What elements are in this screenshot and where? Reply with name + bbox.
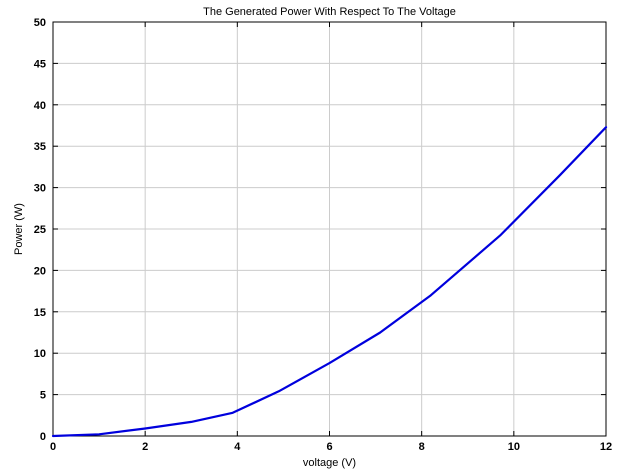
x-tick-label: 10 <box>508 441 520 453</box>
y-tick-label: 50 <box>34 17 46 29</box>
y-tick-label: 15 <box>34 307 46 319</box>
series-layer <box>51 126 608 438</box>
x-tick-label: 4 <box>234 441 241 453</box>
y-tick-label: 35 <box>34 141 46 153</box>
ticks: 0 2 4 6 8 10 12 0 5 10 15 20 25 30 35 40 45 50 <box>34 17 612 453</box>
x-tick-label: 6 <box>326 441 332 453</box>
grid-lines <box>53 22 606 436</box>
x-tick-label: 8 <box>419 441 425 453</box>
y-tick-label: 45 <box>34 58 46 70</box>
y-tick-label: 10 <box>34 348 46 360</box>
x-tick-label: 0 <box>50 441 56 453</box>
series-line-0 <box>51 126 608 438</box>
y-tick-label: 20 <box>34 265 46 277</box>
x-tick-label: 12 <box>600 441 612 453</box>
x-tick-label: 2 <box>142 441 148 453</box>
y-tick-label: 25 <box>34 224 46 236</box>
y-axis-label: Power (W) <box>13 203 25 255</box>
y-tick-label: 0 <box>40 431 46 443</box>
y-tick-label: 40 <box>34 100 46 112</box>
y-tick-label: 30 <box>34 183 46 195</box>
x-axis-label: voltage (V) <box>303 457 356 469</box>
chart-title: The Generated Power With Respect To The … <box>203 6 456 18</box>
y-tick-label: 5 <box>40 390 46 402</box>
